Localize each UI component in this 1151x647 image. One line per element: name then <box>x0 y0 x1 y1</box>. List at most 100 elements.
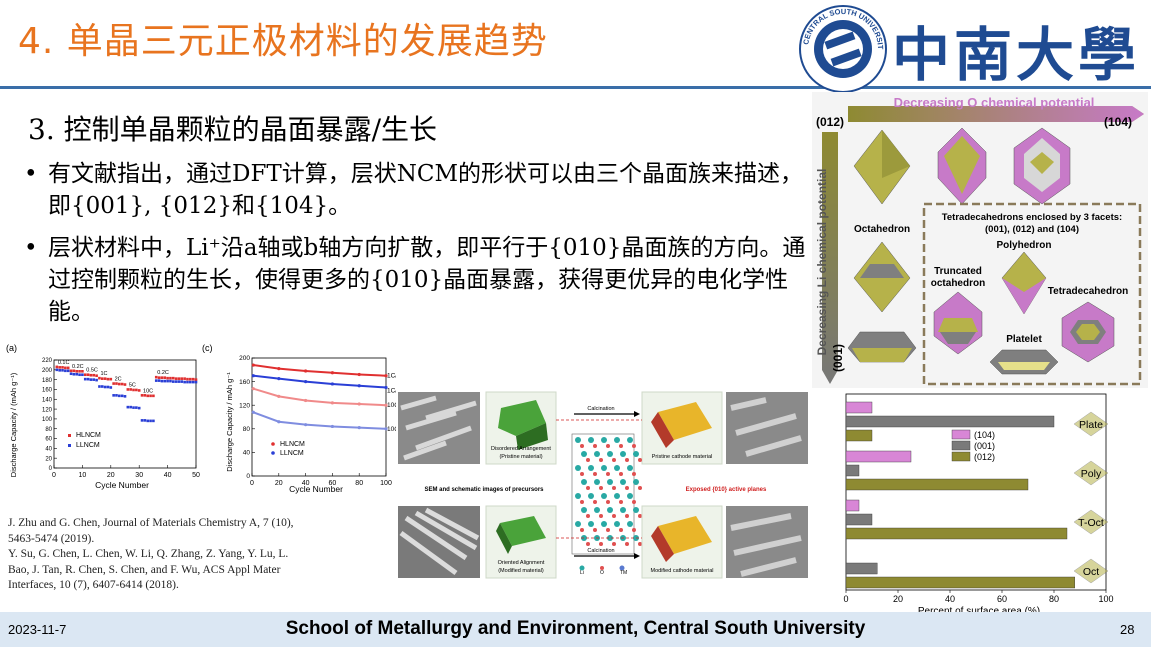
tetradecahedron-104-shape <box>1013 127 1071 205</box>
data-point-hlncm <box>174 377 178 380</box>
tm-atom <box>607 451 613 457</box>
data-point-llncm <box>58 369 61 372</box>
data-point-hlncm <box>81 369 84 373</box>
tm-atom <box>588 437 594 443</box>
data-point-llncm <box>115 394 118 397</box>
bar-oct <box>845 576 1076 589</box>
y-tick-label: 160 <box>42 388 53 394</box>
octahedron-shape <box>853 129 911 205</box>
rate-label: 0.1C <box>58 360 70 366</box>
series-line <box>253 364 387 377</box>
data-point-hlncm <box>55 365 59 369</box>
data-point-hlncm <box>143 394 147 397</box>
o-atom <box>638 542 642 546</box>
tm-atom <box>627 521 633 527</box>
y-tick-label: 80 <box>243 426 251 433</box>
data-point <box>277 367 281 371</box>
o-atom <box>606 528 610 532</box>
data-point-hlncm <box>95 374 98 378</box>
tm-atom <box>575 521 581 527</box>
tm-atom <box>627 465 633 471</box>
svg-text:O: O <box>600 570 604 576</box>
reference-2: Y. Su, G. Chen, L. Chen, W. Li, Q. Zhang… <box>8 548 289 591</box>
data-point-hlncm <box>126 388 130 391</box>
data-point-hlncm <box>72 369 76 373</box>
data-point-llncm <box>109 386 113 389</box>
data-point-llncm <box>72 372 76 376</box>
o-atom <box>580 500 584 504</box>
bar-oct <box>845 562 878 575</box>
x-tick-label: 80 <box>1049 594 1059 604</box>
data-point-llncm <box>126 405 130 409</box>
figure-process: Disordered Arrangement (Pristine materia… <box>398 391 808 579</box>
tm-atom <box>633 479 639 485</box>
category-shape-icon <box>1073 460 1109 486</box>
rate-label: 0.2C <box>157 370 169 376</box>
y-tick-label: 60 <box>45 437 52 443</box>
x-tick-label: 20 <box>107 472 115 479</box>
y-tick-label: 200 <box>239 355 250 362</box>
category-shape-icon <box>1073 509 1109 535</box>
o-atom <box>586 486 590 490</box>
data-point-llncm <box>137 406 141 410</box>
schematic-pristine-cathode: Pristine cathode material <box>641 391 723 465</box>
data-point-hlncm <box>140 394 144 397</box>
data-point-llncm <box>186 380 189 384</box>
li-potential-arrow <box>822 132 838 384</box>
data-point-hlncm <box>163 376 167 379</box>
o-atom <box>625 542 629 546</box>
data-point <box>384 385 388 390</box>
svg-text:(Modified material): (Modified material) <box>498 568 544 574</box>
y-tick-label: 0 <box>49 466 53 472</box>
y-tick-label: 80 <box>45 427 52 433</box>
tetradecahedrons-box <box>922 202 1142 386</box>
x-tick-label: 40 <box>302 480 310 487</box>
platelet-label: Platelet <box>1006 334 1042 345</box>
data-point-llncm <box>129 405 132 409</box>
tm-atom <box>614 493 620 499</box>
tm-atom <box>588 465 594 471</box>
category-shape-icon <box>1073 411 1109 437</box>
o-atom <box>612 458 616 462</box>
data-point-hlncm <box>75 369 79 373</box>
y-tick-label: 180 <box>42 378 53 384</box>
data-point <box>251 387 255 391</box>
tm-atom <box>588 521 594 527</box>
rate-label: 5C <box>129 382 136 388</box>
truncated-octahedron-shape <box>933 291 983 355</box>
legend-marker <box>271 451 275 455</box>
data-point-llncm <box>149 419 152 423</box>
y-tick-label: 20 <box>45 456 52 462</box>
legend-marker <box>271 442 275 446</box>
data-point-hlncm <box>98 376 101 380</box>
data-point-hlncm <box>86 373 90 377</box>
x-tick-label: 60 <box>997 594 1007 604</box>
o-atom <box>612 542 616 546</box>
chart-rate-capability: (a) Discharge Capacity / (mAh g⁻¹) Cycle… <box>6 343 200 490</box>
legend-label: (012) <box>974 452 995 462</box>
data-point-llncm <box>120 394 124 398</box>
bar-poly <box>845 478 1029 491</box>
x-tick-label: 100 <box>1098 594 1113 604</box>
tm-atom <box>575 465 581 471</box>
data-point-hlncm <box>171 376 175 380</box>
legend-li <box>579 565 585 571</box>
schematic-oriented: Oriented Alignment (Modified material) <box>485 505 557 579</box>
svg-text:Disordered Arrangement: Disordered Arrangement <box>491 446 551 452</box>
tm-atom <box>607 535 613 541</box>
data-point-hlncm <box>109 377 113 381</box>
tetradecahedron-shape <box>1061 301 1115 363</box>
rate-label: 0.5C <box>86 368 98 374</box>
legend-label: HLNCM <box>280 441 305 448</box>
legend-label: (104) <box>974 430 995 440</box>
legend-label: HLNCM <box>76 432 101 439</box>
o-atom <box>619 500 623 504</box>
o-atom <box>632 472 636 476</box>
o-atom <box>632 444 636 448</box>
x-axis-label: Cycle Number <box>289 484 343 494</box>
data-point-llncm <box>135 406 138 409</box>
data-point-hlncm <box>146 394 150 398</box>
rate-label: 1C <box>100 371 107 377</box>
data-point-llncm <box>98 385 101 388</box>
data-point <box>277 420 281 424</box>
